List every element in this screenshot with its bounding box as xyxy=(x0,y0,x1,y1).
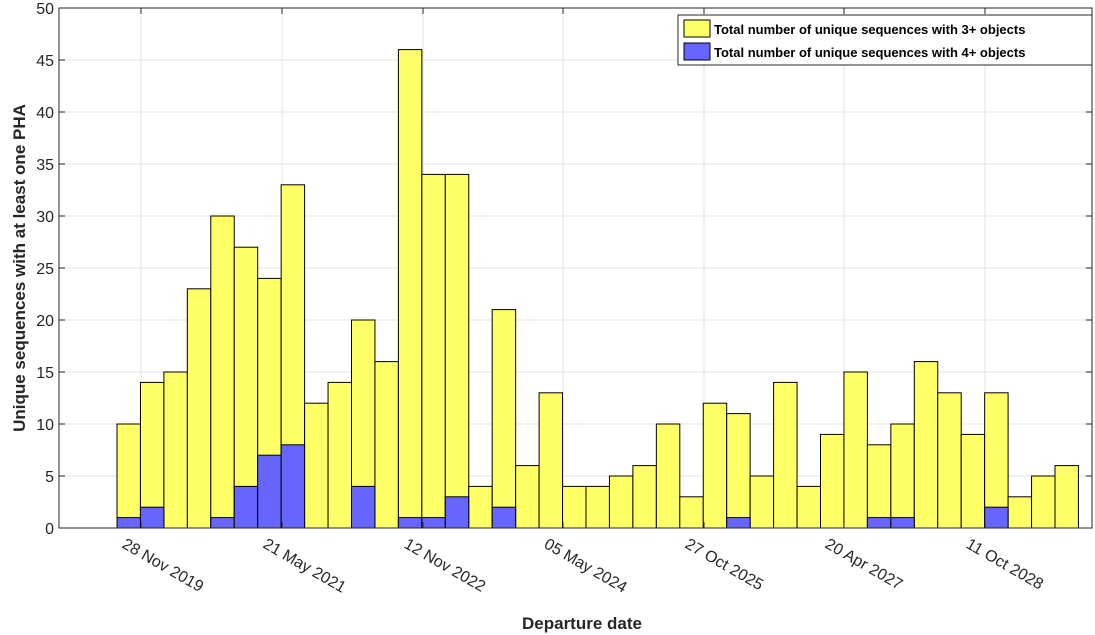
x-tick-label: 28 Nov 2019 xyxy=(119,536,206,596)
bar-4plus xyxy=(257,454,282,529)
bar-4plus xyxy=(491,506,517,529)
bar-4plus xyxy=(890,517,915,529)
y-tick-label: 35 xyxy=(36,157,54,174)
bar-3plus xyxy=(890,423,915,529)
bar-3plus xyxy=(655,423,681,529)
legend-box xyxy=(677,14,1093,66)
y-tick-label: 25 xyxy=(36,261,54,278)
bar-3plus xyxy=(726,413,751,529)
bar-3plus xyxy=(585,485,610,529)
y-axis-ticks: 0 5 10 15 20 25 30 35 40 45 50 xyxy=(36,1,1092,538)
bar-3plus xyxy=(374,361,399,529)
x-axis-label: Departure date xyxy=(522,614,642,633)
bar-3plus xyxy=(1031,475,1056,529)
bar-4plus xyxy=(726,517,751,529)
bar-3plus xyxy=(913,361,939,529)
legend-swatch-3plus xyxy=(683,19,711,38)
bar-3plus xyxy=(444,173,470,529)
x-tick-label: 27 Oct 2025 xyxy=(682,536,766,594)
bar-3plus xyxy=(773,381,798,529)
bar-4plus xyxy=(210,517,235,529)
bar-4plus xyxy=(139,506,165,529)
bar-3plus xyxy=(163,371,188,529)
y-tick-label: 10 xyxy=(36,417,54,434)
bar-3plus xyxy=(749,475,775,529)
bar-4plus xyxy=(397,517,423,529)
bar-3plus xyxy=(866,444,892,529)
bar-3plus xyxy=(1054,465,1079,529)
bar-3plus xyxy=(327,381,352,529)
y-tick-label: 50 xyxy=(36,1,54,18)
bar-3plus xyxy=(397,49,423,529)
legend-swatch-4plus xyxy=(683,42,711,61)
bar-4plus xyxy=(280,444,306,529)
bar-3plus xyxy=(702,402,728,529)
y-tick-label: 20 xyxy=(36,313,54,330)
x-tick-label: 11 Oct 2028 xyxy=(963,536,1046,594)
y-axis-label: Unique sequences with at least one PHA xyxy=(10,104,29,432)
bar-4plus xyxy=(984,506,1009,529)
y-tick-label: 15 xyxy=(36,365,54,382)
y-tick-label: 30 xyxy=(36,209,54,226)
bar-3plus xyxy=(421,173,446,529)
bar-3plus xyxy=(186,288,212,529)
legend-label-4plus: Total number of unique sequences with 4+… xyxy=(714,45,1025,60)
bar-3plus xyxy=(960,433,986,529)
x-tick-label: 05 May 2024 xyxy=(541,536,630,597)
bar-3plus xyxy=(843,371,868,529)
y-tick-label: 45 xyxy=(36,53,54,70)
bar-3plus xyxy=(116,423,141,529)
bar-3plus xyxy=(632,465,657,529)
legend: Total number of unique sequences with 3+… xyxy=(677,14,1093,66)
bar-3plus xyxy=(139,381,165,529)
bar-3plus xyxy=(515,465,540,529)
bar-3plus xyxy=(233,246,259,529)
bar-4plus xyxy=(866,517,892,529)
legend-label-3plus: Total number of unique sequences with 3+… xyxy=(714,22,1025,37)
bar-4plus xyxy=(421,517,446,529)
bar-4plus xyxy=(444,496,470,529)
x-tick-label: 20 Apr 2027 xyxy=(822,536,905,594)
x-tick-label: 21 May 2021 xyxy=(260,536,349,597)
bar-3plus xyxy=(937,392,962,529)
bar-3plus xyxy=(562,485,587,529)
bar-3plus xyxy=(538,392,564,529)
bar-4plus xyxy=(116,517,141,529)
bar-3plus xyxy=(608,475,634,529)
bar-4plus xyxy=(233,485,259,529)
y-tick-label: 40 xyxy=(36,105,54,122)
x-tick-label: 12 Nov 2022 xyxy=(401,536,488,596)
bar-4plus xyxy=(351,485,376,529)
y-tick-label: 0 xyxy=(45,521,54,538)
bar-3plus xyxy=(468,485,493,529)
bar-3plus xyxy=(796,485,821,529)
bar-3plus xyxy=(491,309,517,529)
bar-3plus xyxy=(820,433,845,529)
y-tick-label: 5 xyxy=(45,469,54,486)
bar-3plus xyxy=(210,215,235,529)
bars xyxy=(116,49,1079,529)
bar-3plus xyxy=(1007,496,1033,529)
bar-3plus xyxy=(679,496,704,529)
bar-3plus xyxy=(304,402,329,529)
